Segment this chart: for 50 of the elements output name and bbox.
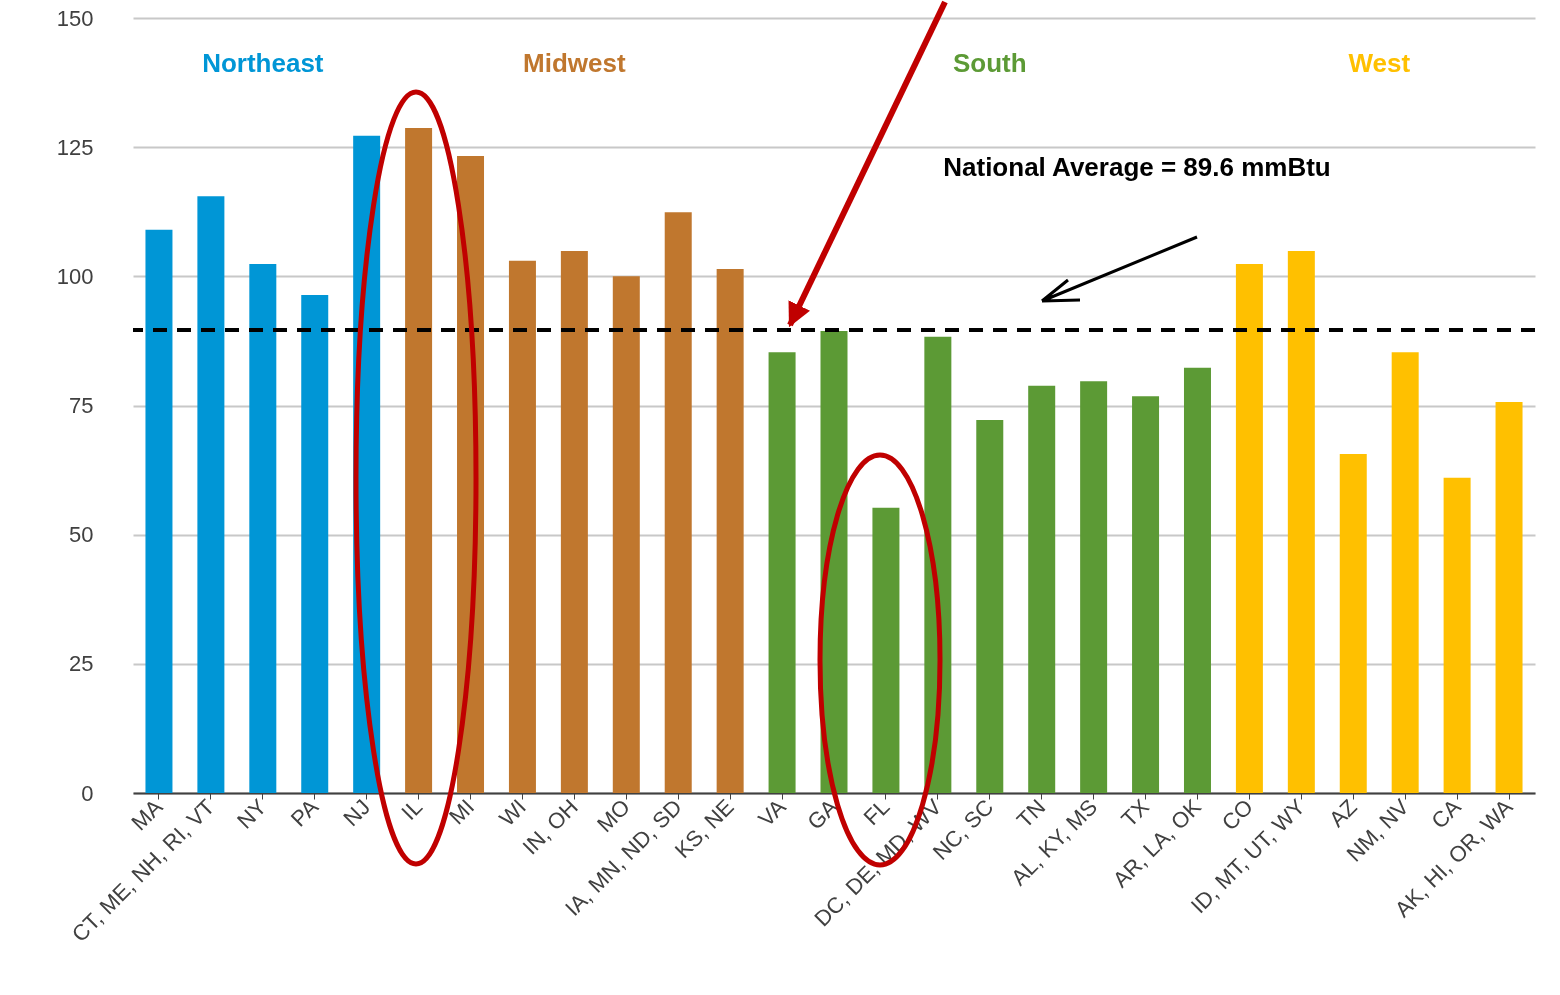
annotation: West xyxy=(1348,48,1411,78)
bar xyxy=(664,212,692,793)
x-tick-label: VA xyxy=(753,794,791,832)
x-tick-label: IL xyxy=(396,794,428,825)
bar xyxy=(1287,251,1315,793)
y-tick-label: 50 xyxy=(69,522,94,548)
y-tick-label: 75 xyxy=(69,393,94,418)
x-tick-label: MI xyxy=(444,794,479,830)
bar xyxy=(1443,477,1471,793)
ref-line-label: National Average = 89.6 mmBtu xyxy=(943,152,1331,182)
bar xyxy=(976,419,1004,793)
x-tick-label: TX xyxy=(1116,794,1155,832)
bar xyxy=(768,352,796,793)
bar xyxy=(249,263,277,793)
x-tick-label: TN xyxy=(1011,794,1051,833)
bar xyxy=(1183,367,1211,793)
bar xyxy=(197,196,225,793)
x-tick-label: PA xyxy=(285,794,324,832)
bar xyxy=(872,507,900,793)
bar xyxy=(612,276,640,793)
bar xyxy=(1495,401,1523,793)
bar xyxy=(1235,263,1263,793)
bar xyxy=(301,294,329,793)
y-tick-label: 100 xyxy=(56,263,94,289)
y-tick-label: 25 xyxy=(69,651,94,677)
x-tick-label: FL xyxy=(858,794,895,831)
bar xyxy=(508,260,536,793)
x-tick-label: MA xyxy=(126,794,168,836)
bar xyxy=(1028,385,1056,793)
bar xyxy=(1132,396,1160,793)
x-tick-label: AZ xyxy=(1324,794,1362,832)
x-tick-label: NJ xyxy=(338,794,376,831)
y-tick-label: 125 xyxy=(56,134,94,160)
bar xyxy=(1339,454,1367,793)
x-tick-label: GA xyxy=(802,794,843,835)
bar xyxy=(1391,352,1419,793)
annotation: Midwest xyxy=(523,48,626,78)
bar xyxy=(1080,381,1108,793)
x-tick-label: WI xyxy=(494,794,531,831)
y-tick-label: 150 xyxy=(56,5,94,31)
x-tick-label: CO xyxy=(1216,794,1258,836)
annotation: Northeast xyxy=(202,48,324,78)
annotation: South xyxy=(952,48,1027,78)
y-tick-label: 0 xyxy=(81,780,94,806)
bar xyxy=(405,128,433,793)
x-tick-label: NY xyxy=(232,794,272,834)
bar xyxy=(145,229,173,793)
bar xyxy=(560,251,588,793)
x-tick-label: CA xyxy=(1426,794,1466,834)
bar xyxy=(716,269,744,793)
